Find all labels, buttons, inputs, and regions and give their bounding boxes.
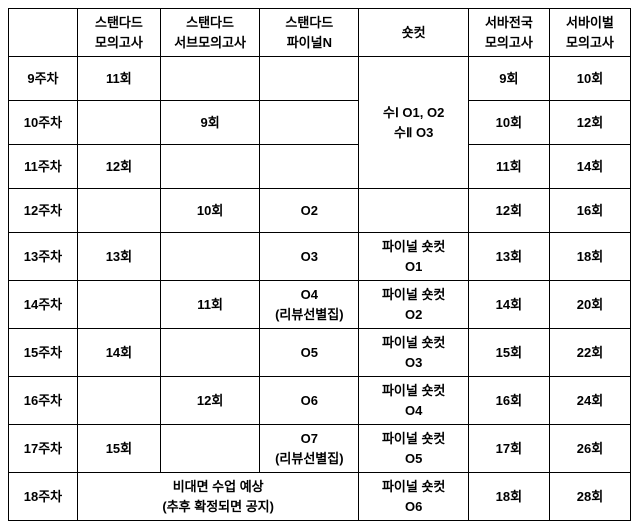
cell-shortcut: [359, 189, 468, 233]
cell-survival: 20회: [549, 281, 630, 329]
cell-notice-merged: 비대면 수업 예상(추후 확정되면 공지): [77, 473, 359, 521]
table-row: 14주차 11회 O4(리뷰선별집) 파이널 숏컷O2 14회 20회: [9, 281, 631, 329]
table-row: 11주차 12회 11회 14회: [9, 145, 631, 189]
cell-survival: 16회: [549, 189, 630, 233]
cell-standard: [77, 101, 160, 145]
cell-standard: [77, 377, 160, 425]
cell-national: 14회: [468, 281, 549, 329]
cell-sub: [160, 145, 259, 189]
cell-week: 14주차: [9, 281, 78, 329]
header-standard: 스탠다드모의고사: [77, 9, 160, 57]
cell-national: 16회: [468, 377, 549, 425]
cell-survival: 10회: [549, 57, 630, 101]
cell-week: 10주차: [9, 101, 78, 145]
cell-finalN: O4(리뷰선별집): [260, 281, 359, 329]
cell-shortcut: 파이널 숏컷O4: [359, 377, 468, 425]
cell-week: 15주차: [9, 329, 78, 377]
table-row: 12주차 10회 O2 12회 16회: [9, 189, 631, 233]
cell-national: 9회: [468, 57, 549, 101]
cell-national: 10회: [468, 101, 549, 145]
header-row: 스탠다드모의고사 스탠다드서브모의고사 스탠다드파이널N 숏컷 서바전국모의고사…: [9, 9, 631, 57]
cell-week: 13주차: [9, 233, 78, 281]
header-national: 서바전국모의고사: [468, 9, 549, 57]
cell-survival: 14회: [549, 145, 630, 189]
table-row: 16주차 12회 O6 파이널 숏컷O4 16회 24회: [9, 377, 631, 425]
cell-standard: 15회: [77, 425, 160, 473]
cell-shortcut-merged: 수Ⅰ O1, O2수Ⅱ O3: [359, 57, 468, 189]
table-row: 15주차 14회 O5 파이널 숏컷O3 15회 22회: [9, 329, 631, 377]
cell-sub: [160, 329, 259, 377]
cell-national: 12회: [468, 189, 549, 233]
cell-week: 12주차: [9, 189, 78, 233]
cell-standard: 11회: [77, 57, 160, 101]
cell-finalN: O2: [260, 189, 359, 233]
schedule-table-wrapper: 스탠다드모의고사 스탠다드서브모의고사 스탠다드파이널N 숏컷 서바전국모의고사…: [8, 8, 631, 521]
cell-shortcut: 파이널 숏컷O6: [359, 473, 468, 521]
cell-finalN: O7(리뷰선별집): [260, 425, 359, 473]
cell-week: 16주차: [9, 377, 78, 425]
header-survival: 서바이벌모의고사: [549, 9, 630, 57]
cell-shortcut: 파이널 숏컷O1: [359, 233, 468, 281]
cell-week: 17주차: [9, 425, 78, 473]
cell-national: 15회: [468, 329, 549, 377]
cell-shortcut: 파이널 숏컷O5: [359, 425, 468, 473]
table-header: 스탠다드모의고사 스탠다드서브모의고사 스탠다드파이널N 숏컷 서바전국모의고사…: [9, 9, 631, 57]
header-week: [9, 9, 78, 57]
cell-survival: 18회: [549, 233, 630, 281]
cell-sub: 12회: [160, 377, 259, 425]
cell-standard: [77, 189, 160, 233]
table-body: 9주차 11회 수Ⅰ O1, O2수Ⅱ O3 9회 10회 10주차 9회 10…: [9, 57, 631, 521]
cell-national: 18회: [468, 473, 549, 521]
table-row: 13주차 13회 O3 파이널 숏컷O1 13회 18회: [9, 233, 631, 281]
cell-finalN: [260, 145, 359, 189]
cell-finalN: O6: [260, 377, 359, 425]
cell-sub: 10회: [160, 189, 259, 233]
cell-standard: 12회: [77, 145, 160, 189]
cell-national: 11회: [468, 145, 549, 189]
cell-shortcut: 파이널 숏컷O3: [359, 329, 468, 377]
header-finalN: 스탠다드파이널N: [260, 9, 359, 57]
cell-survival: 12회: [549, 101, 630, 145]
cell-sub: [160, 425, 259, 473]
cell-standard: 13회: [77, 233, 160, 281]
cell-week: 18주차: [9, 473, 78, 521]
cell-national: 13회: [468, 233, 549, 281]
cell-survival: 24회: [549, 377, 630, 425]
cell-shortcut: 파이널 숏컷O2: [359, 281, 468, 329]
header-shortcut: 숏컷: [359, 9, 468, 57]
cell-sub: 9회: [160, 101, 259, 145]
schedule-table: 스탠다드모의고사 스탠다드서브모의고사 스탠다드파이널N 숏컷 서바전국모의고사…: [8, 8, 631, 521]
cell-finalN: [260, 101, 359, 145]
cell-finalN: O5: [260, 329, 359, 377]
cell-finalN: [260, 57, 359, 101]
table-row: 10주차 9회 10회 12회: [9, 101, 631, 145]
cell-week: 9주차: [9, 57, 78, 101]
header-sub: 스탠다드서브모의고사: [160, 9, 259, 57]
cell-survival: 26회: [549, 425, 630, 473]
cell-sub: 11회: [160, 281, 259, 329]
table-row: 17주차 15회 O7(리뷰선별집) 파이널 숏컷O5 17회 26회: [9, 425, 631, 473]
table-row: 18주차 비대면 수업 예상(추후 확정되면 공지) 파이널 숏컷O6 18회 …: [9, 473, 631, 521]
cell-finalN: O3: [260, 233, 359, 281]
cell-sub: [160, 57, 259, 101]
cell-sub: [160, 233, 259, 281]
cell-week: 11주차: [9, 145, 78, 189]
cell-survival: 28회: [549, 473, 630, 521]
cell-standard: 14회: [77, 329, 160, 377]
table-row: 9주차 11회 수Ⅰ O1, O2수Ⅱ O3 9회 10회: [9, 57, 631, 101]
cell-survival: 22회: [549, 329, 630, 377]
cell-national: 17회: [468, 425, 549, 473]
cell-standard: [77, 281, 160, 329]
